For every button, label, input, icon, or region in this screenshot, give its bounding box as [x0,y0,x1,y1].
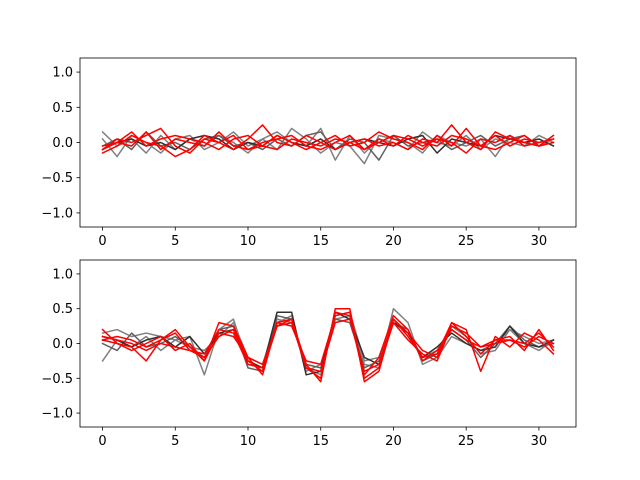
y-tick-label: 0.0 [52,337,73,352]
series-line-8 [101,131,555,151]
series-line-6 [101,127,555,158]
y-tick-label: −0.5 [41,171,73,186]
y-tick-label: −1.0 [41,407,73,422]
x-tick-label: 30 [531,434,548,449]
y-tick-label: 0.5 [52,101,73,116]
x-tick-label: 5 [171,234,179,249]
y-tick-label: 1.0 [52,267,73,282]
x-tick-label: 30 [531,234,548,249]
series-line-2 [101,127,555,165]
axes-panel-2: 0 5 10 15 20 25 30 −1.0 −0.5 0.0 0.5 1.0 [41,259,577,449]
x-tick-label: 15 [312,434,329,449]
y-tick-label: −0.5 [41,372,73,387]
x-tick-label: 10 [240,434,257,449]
x-tick-label: 20 [385,434,402,449]
x-tick-label: 10 [240,234,257,249]
x-tick-label: 20 [385,234,402,249]
x-tick-label: 25 [458,234,475,249]
series-line-7 [101,131,555,154]
y-tick-label: 1.0 [52,66,73,81]
series-line-7 [101,311,555,376]
x-tick-label: 15 [312,234,329,249]
series-line-8 [101,318,555,373]
series-group [101,124,555,165]
series-group [101,307,555,383]
y-tick-label: 0.5 [52,302,73,317]
x-tick-label: 25 [458,434,475,449]
x-tick-label: 0 [98,434,106,449]
x-tick-label: 5 [171,434,179,449]
y-tick-label: −1.0 [41,206,73,221]
series-line-3 [101,131,555,161]
x-tick-label: 0 [98,234,106,249]
axes-panel-1: 0 5 10 15 20 25 30 −1.0 −0.5 0.0 0.5 1.0 [41,57,577,249]
y-tick-label: 0.0 [52,136,73,151]
